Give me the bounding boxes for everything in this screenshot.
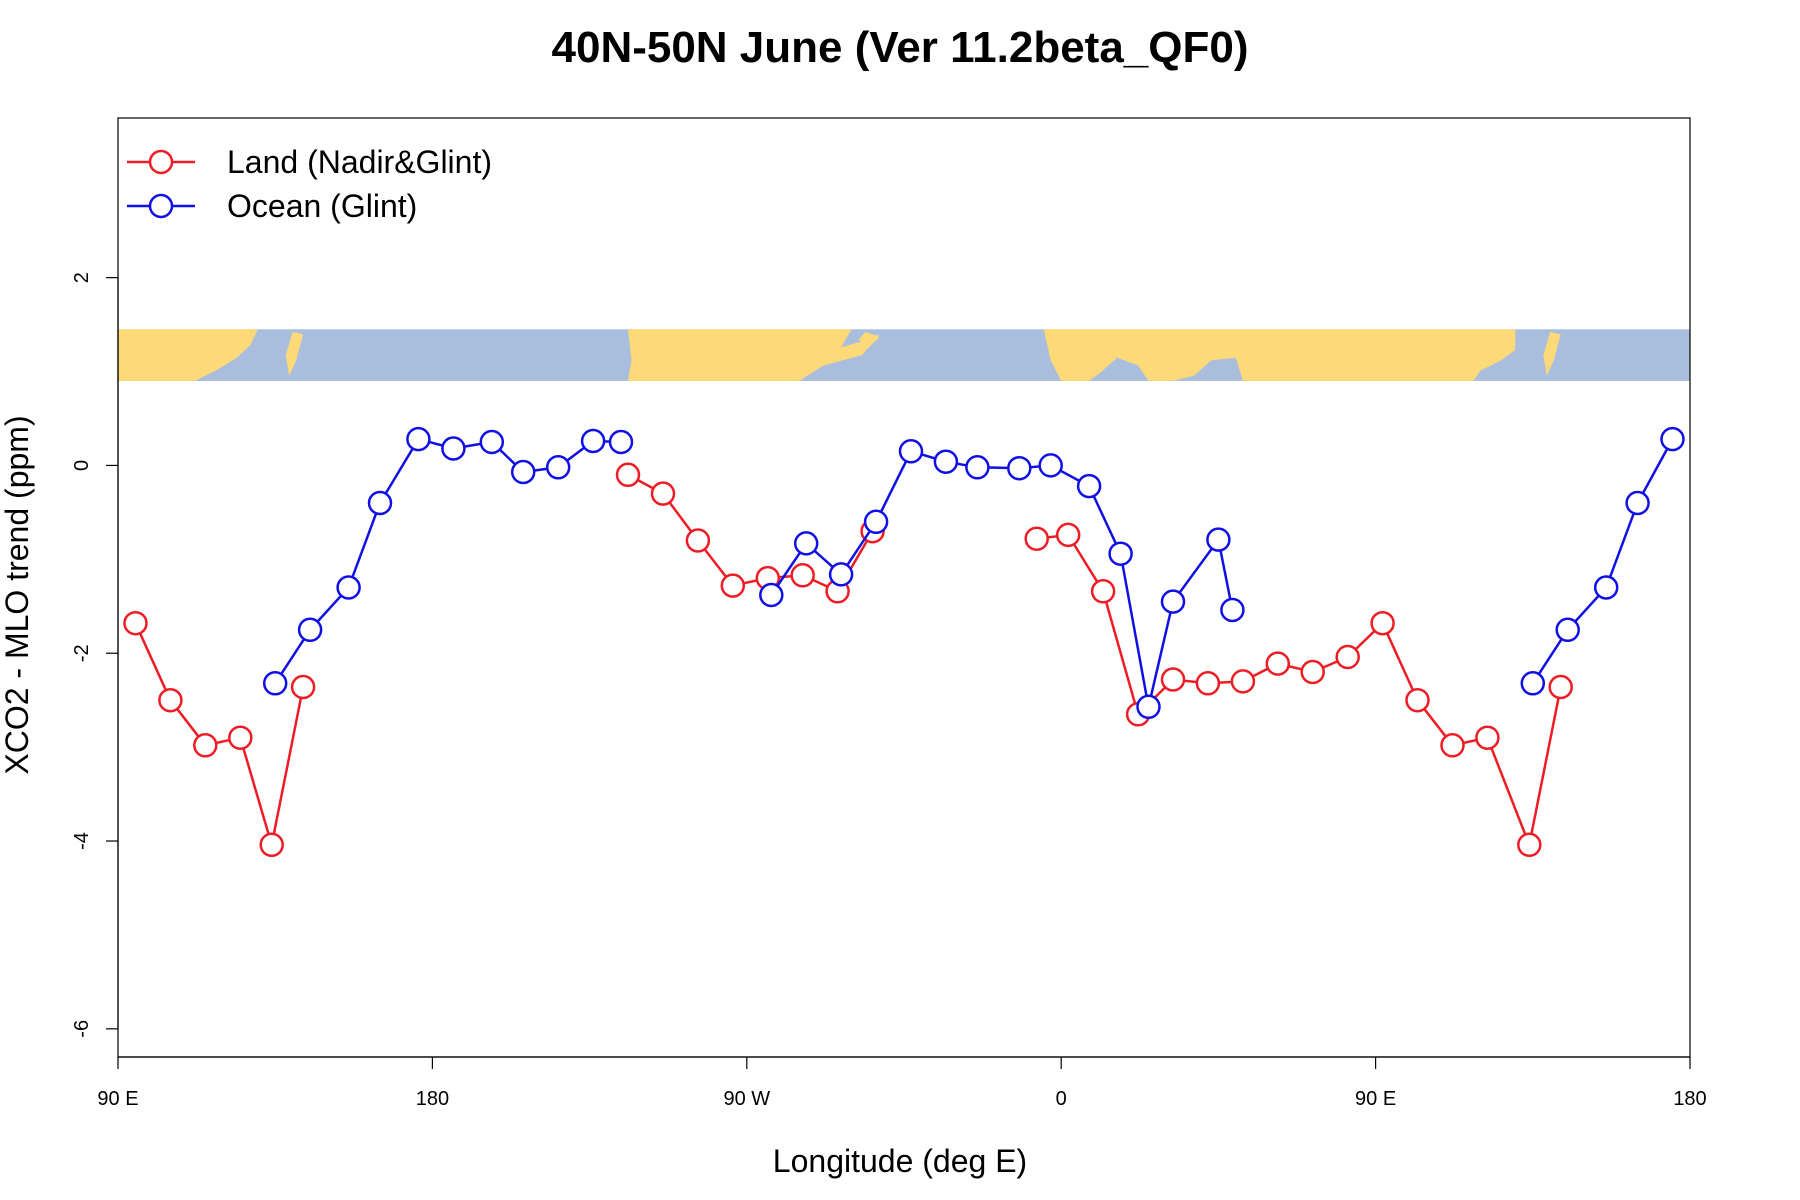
map-land-2 [628, 329, 880, 381]
data-point [1076, 473, 1102, 499]
legend-land-label: Land (Nadir&Glint) [227, 144, 492, 180]
data-point [367, 490, 393, 516]
legend-ocean-marker [148, 193, 174, 219]
data-point [1555, 617, 1580, 643]
x-tick-label: 90 E [1355, 1088, 1396, 1110]
data-point [290, 674, 316, 700]
data-point [1090, 579, 1116, 604]
data-point [193, 733, 218, 758]
data-point [580, 428, 606, 454]
data-point [479, 429, 505, 455]
data-point [965, 455, 990, 480]
series-line [1036, 533, 1562, 850]
series-line [274, 437, 622, 684]
data-point [1335, 644, 1360, 670]
data-point [1405, 687, 1430, 713]
x-tick-label: 90 E [97, 1088, 138, 1110]
data-point [1625, 490, 1650, 516]
y-tick-label: -4 [71, 832, 93, 850]
data-point [685, 528, 711, 553]
series-line [134, 622, 305, 846]
data-point [158, 687, 183, 713]
map-land-4 [1043, 329, 1516, 381]
data-point [1593, 575, 1619, 600]
data-point [1038, 453, 1063, 478]
data-point [297, 617, 323, 643]
x-tick-label: 180 [1673, 1088, 1706, 1110]
data-point [720, 573, 746, 598]
series-0 [123, 462, 1573, 858]
data-point [228, 725, 253, 750]
y-tick-label: -2 [71, 644, 93, 662]
data-point [1024, 526, 1049, 551]
data-point [259, 832, 284, 858]
legend-land-marker [148, 149, 174, 175]
map-band [118, 329, 1690, 381]
data-point [1230, 669, 1256, 694]
x-tick-label: 0 [1056, 1088, 1067, 1110]
data-point [406, 426, 431, 452]
data-point [759, 582, 784, 608]
data-point [1108, 541, 1133, 566]
data-point [545, 455, 571, 480]
data-point [933, 449, 959, 474]
y-tick-label: -6 [71, 1020, 93, 1038]
data-point [793, 531, 819, 556]
series-1 [262, 426, 1685, 720]
data-point [615, 462, 641, 488]
y-tick-label: 0 [71, 460, 93, 471]
data-point [1440, 733, 1465, 758]
y-axis: 2 0 -2 -4 -6 [71, 272, 119, 1038]
map-land-5 [1543, 331, 1561, 376]
map-land-1 [285, 331, 304, 376]
data-point [1660, 426, 1685, 452]
data-point [1055, 522, 1081, 548]
data-point [1265, 651, 1291, 676]
data-point [790, 563, 815, 588]
data-point [898, 439, 924, 464]
data-point [336, 575, 361, 600]
legend-ocean-label: Ocean (Glint) [227, 188, 417, 224]
x-tick-label: 90 W [723, 1088, 770, 1110]
data-point [1370, 610, 1395, 636]
data-point [1517, 832, 1542, 858]
series-line [1531, 438, 1674, 684]
data-point [262, 671, 288, 696]
data-point [1520, 671, 1546, 696]
y-tick-label: 2 [71, 272, 93, 283]
data-point [1007, 455, 1032, 481]
x-axis-label: Longitude (deg E) [773, 1143, 1027, 1179]
data-point [650, 481, 676, 506]
data-point [1160, 589, 1186, 614]
data-point [1195, 671, 1221, 696]
chart-title: 40N-50N June (Ver 11.2beta_QF0) [552, 23, 1249, 72]
legend: Land (Nadir&Glint) Ocean (Glint) [127, 144, 492, 224]
data-point [123, 610, 148, 636]
data-point [1475, 725, 1500, 750]
y-axis-label: XCO2 - MLO trend (ppm) [0, 415, 35, 774]
series-layer [123, 426, 1685, 858]
x-axis: 90 E 180 90 W 0 90 E 180 [97, 1056, 1707, 1110]
data-point [1548, 674, 1573, 700]
x-tick-label: 180 [416, 1088, 449, 1110]
data-point [1300, 659, 1325, 685]
data-point [863, 509, 889, 535]
data-point [608, 429, 634, 455]
data-point [1220, 597, 1245, 623]
data-point [828, 562, 854, 587]
data-point [1136, 694, 1161, 720]
map-land-0 [118, 329, 258, 381]
map-land-3 [858, 331, 880, 348]
data-point [1206, 527, 1231, 552]
data-point [441, 436, 466, 461]
data-point [1160, 667, 1186, 692]
data-point [510, 459, 536, 485]
